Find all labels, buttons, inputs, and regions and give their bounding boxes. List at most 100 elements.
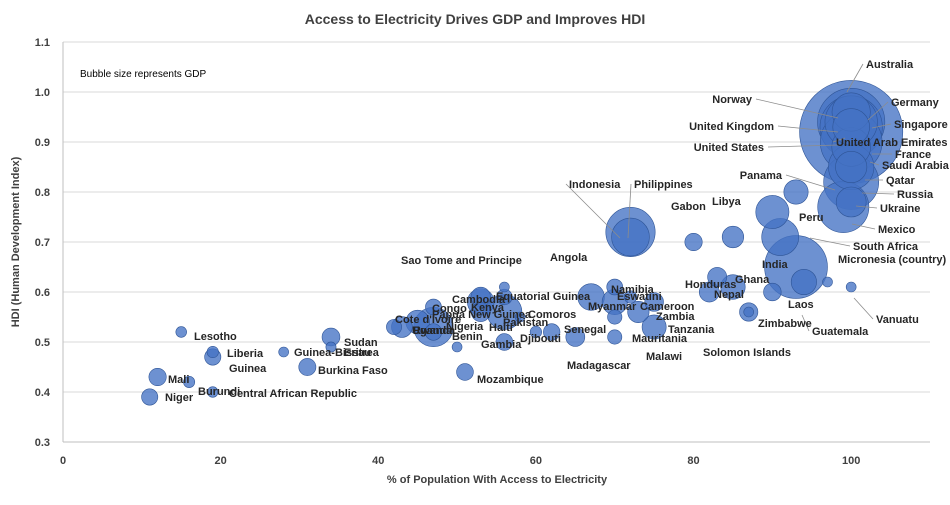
- bubble-guinea-bissau: [278, 346, 289, 358]
- label-philippines: Philippines: [634, 179, 693, 191]
- label-uganda: Uganda: [412, 325, 453, 337]
- label-ukraine: Ukraine: [880, 203, 920, 215]
- leader-mexico: [851, 223, 876, 230]
- label-norway: Norway: [712, 94, 753, 106]
- label-indonesia: Indonesia: [569, 179, 621, 191]
- leader-russia: [861, 192, 895, 195]
- bubble-mauritania: [607, 309, 623, 325]
- bubble-panama: [783, 179, 809, 205]
- leader-panama: [785, 174, 836, 191]
- label-united-arab-emirates: United Arab Emirates: [836, 137, 947, 149]
- bubble-senegal: [565, 327, 586, 347]
- x-tick-label: 0: [60, 455, 66, 467]
- bubble-eswatini: [623, 290, 638, 304]
- label-gambia: Gambia: [481, 339, 522, 351]
- y-axis-title: HDI (Human Development Index): [10, 156, 22, 327]
- bubble-gabon: [684, 232, 703, 252]
- x-tick-label: 100: [842, 455, 860, 467]
- label-lesotho: Lesotho: [194, 331, 237, 343]
- label-zambia: Zambia: [656, 311, 695, 323]
- bubble-qatar: [835, 150, 868, 184]
- label-sao-tome-and-principe: Sao Tome and Principe: [401, 255, 522, 267]
- label-benin: Benin: [452, 331, 483, 343]
- label-mexico: Mexico: [878, 224, 916, 236]
- bubble-papua-new-guinea: [470, 302, 491, 322]
- leader-germany: [867, 101, 889, 121]
- label-laos: Laos: [788, 299, 814, 311]
- bubble-mozambique: [456, 363, 474, 381]
- bubble-philippines: [611, 217, 650, 257]
- label-nepal: Nepal: [714, 289, 744, 301]
- bubble-guatemala: [790, 269, 817, 295]
- y-tick-label: 0.8: [35, 187, 50, 199]
- y-tick-label: 0.3: [35, 437, 50, 449]
- label-pakistan: Pakistan: [503, 317, 549, 329]
- x-tick-label: 60: [530, 455, 542, 467]
- leader-vanuatu: [853, 297, 874, 320]
- bubble-niger: [141, 388, 159, 406]
- label-senegal: Senegal: [564, 324, 606, 336]
- label-mozambique: Mozambique: [477, 374, 544, 386]
- label-rwanda: Rwanda: [413, 325, 456, 337]
- bubble-mali: [148, 367, 167, 387]
- label-india: India: [762, 259, 789, 271]
- label-cambodia: Cambodia: [452, 294, 506, 306]
- label-germany: Germany: [891, 97, 940, 109]
- label-myanmar: Myanmar: [588, 301, 637, 313]
- chart-title: Access to Electricity Drives GDP and Imp…: [305, 11, 646, 27]
- leader-united-kingdom: [777, 125, 839, 133]
- label-comoros: Comoros: [528, 309, 576, 321]
- label-burkina-faso: Burkina Faso: [318, 365, 388, 377]
- bubble-solomon-islands: [743, 306, 755, 318]
- point-labels: Australia Norway Germany Singapore United Ki…: [165, 59, 950, 404]
- x-tick-label: 80: [687, 455, 699, 467]
- label-central-african-republic: Central African Republic: [229, 388, 357, 400]
- label-france: France: [895, 149, 931, 161]
- label-sudan: Sudan: [344, 337, 378, 349]
- label-gabon: Gabon: [671, 201, 706, 213]
- label-kenya: Kenya: [471, 302, 505, 314]
- bubble-ghana: [720, 274, 746, 300]
- label-nigeria: Nigeria: [446, 321, 484, 333]
- bubble-sao-tome-and-principe: [499, 281, 510, 293]
- bubble-benin: [424, 323, 443, 341]
- label-burundi: Burundi: [198, 386, 240, 398]
- bubble-comoros: [514, 311, 526, 323]
- leader-united-arab-emirates: [832, 137, 846, 143]
- bubble-haiti: [495, 333, 514, 351]
- label-mali: Mali: [168, 374, 189, 386]
- label-micronesia-country: Micronesia (country): [838, 254, 947, 266]
- tick-labels: 0.3 0.4 0.5 0.6 0.7 0.8 0.9 1.0 1.1 0 20 40 60 80 100: [35, 37, 861, 467]
- bubble-cameroon: [627, 300, 650, 324]
- y-tick-label: 1.0: [35, 87, 50, 99]
- label-angola: Angola: [550, 252, 588, 264]
- label-djibouti: Djibouti: [520, 333, 561, 345]
- label-guinea: Guinea: [229, 363, 267, 375]
- bubble-laos: [763, 282, 782, 302]
- label-vanuatu: Vanuatu: [876, 314, 919, 326]
- label-ghana: Ghana: [735, 274, 770, 286]
- label-eritrea: Eritrea: [344, 347, 380, 359]
- bubble-honduras: [707, 267, 728, 287]
- leader-ukraine: [855, 205, 878, 209]
- bubble-gambia: [451, 341, 463, 353]
- leader-south-africa: [809, 237, 851, 247]
- leader-norway: [755, 98, 839, 119]
- label-namibia: Namibia: [611, 284, 655, 296]
- label-honduras: Honduras: [685, 279, 736, 291]
- label-solomon-islands: Solomon Islands: [703, 347, 791, 359]
- bubble-lesotho: [175, 326, 187, 338]
- bubble-zambia: [644, 292, 664, 312]
- label-australia: Australia: [866, 59, 914, 71]
- leader-singapore: [871, 123, 892, 129]
- bubble-tanzania: [641, 314, 667, 340]
- bubble-singapore: [832, 108, 870, 146]
- y-tick-label: 0.4: [35, 387, 51, 399]
- leader-united-states: [767, 144, 839, 148]
- bubble-vanuatu: [845, 281, 857, 293]
- bubble-peru: [755, 195, 790, 229]
- leader-indonesia: [565, 183, 621, 239]
- label-cote-d-ivoire: Cote d'Ivoire: [395, 314, 461, 326]
- bubble-madagascar: [543, 323, 561, 341]
